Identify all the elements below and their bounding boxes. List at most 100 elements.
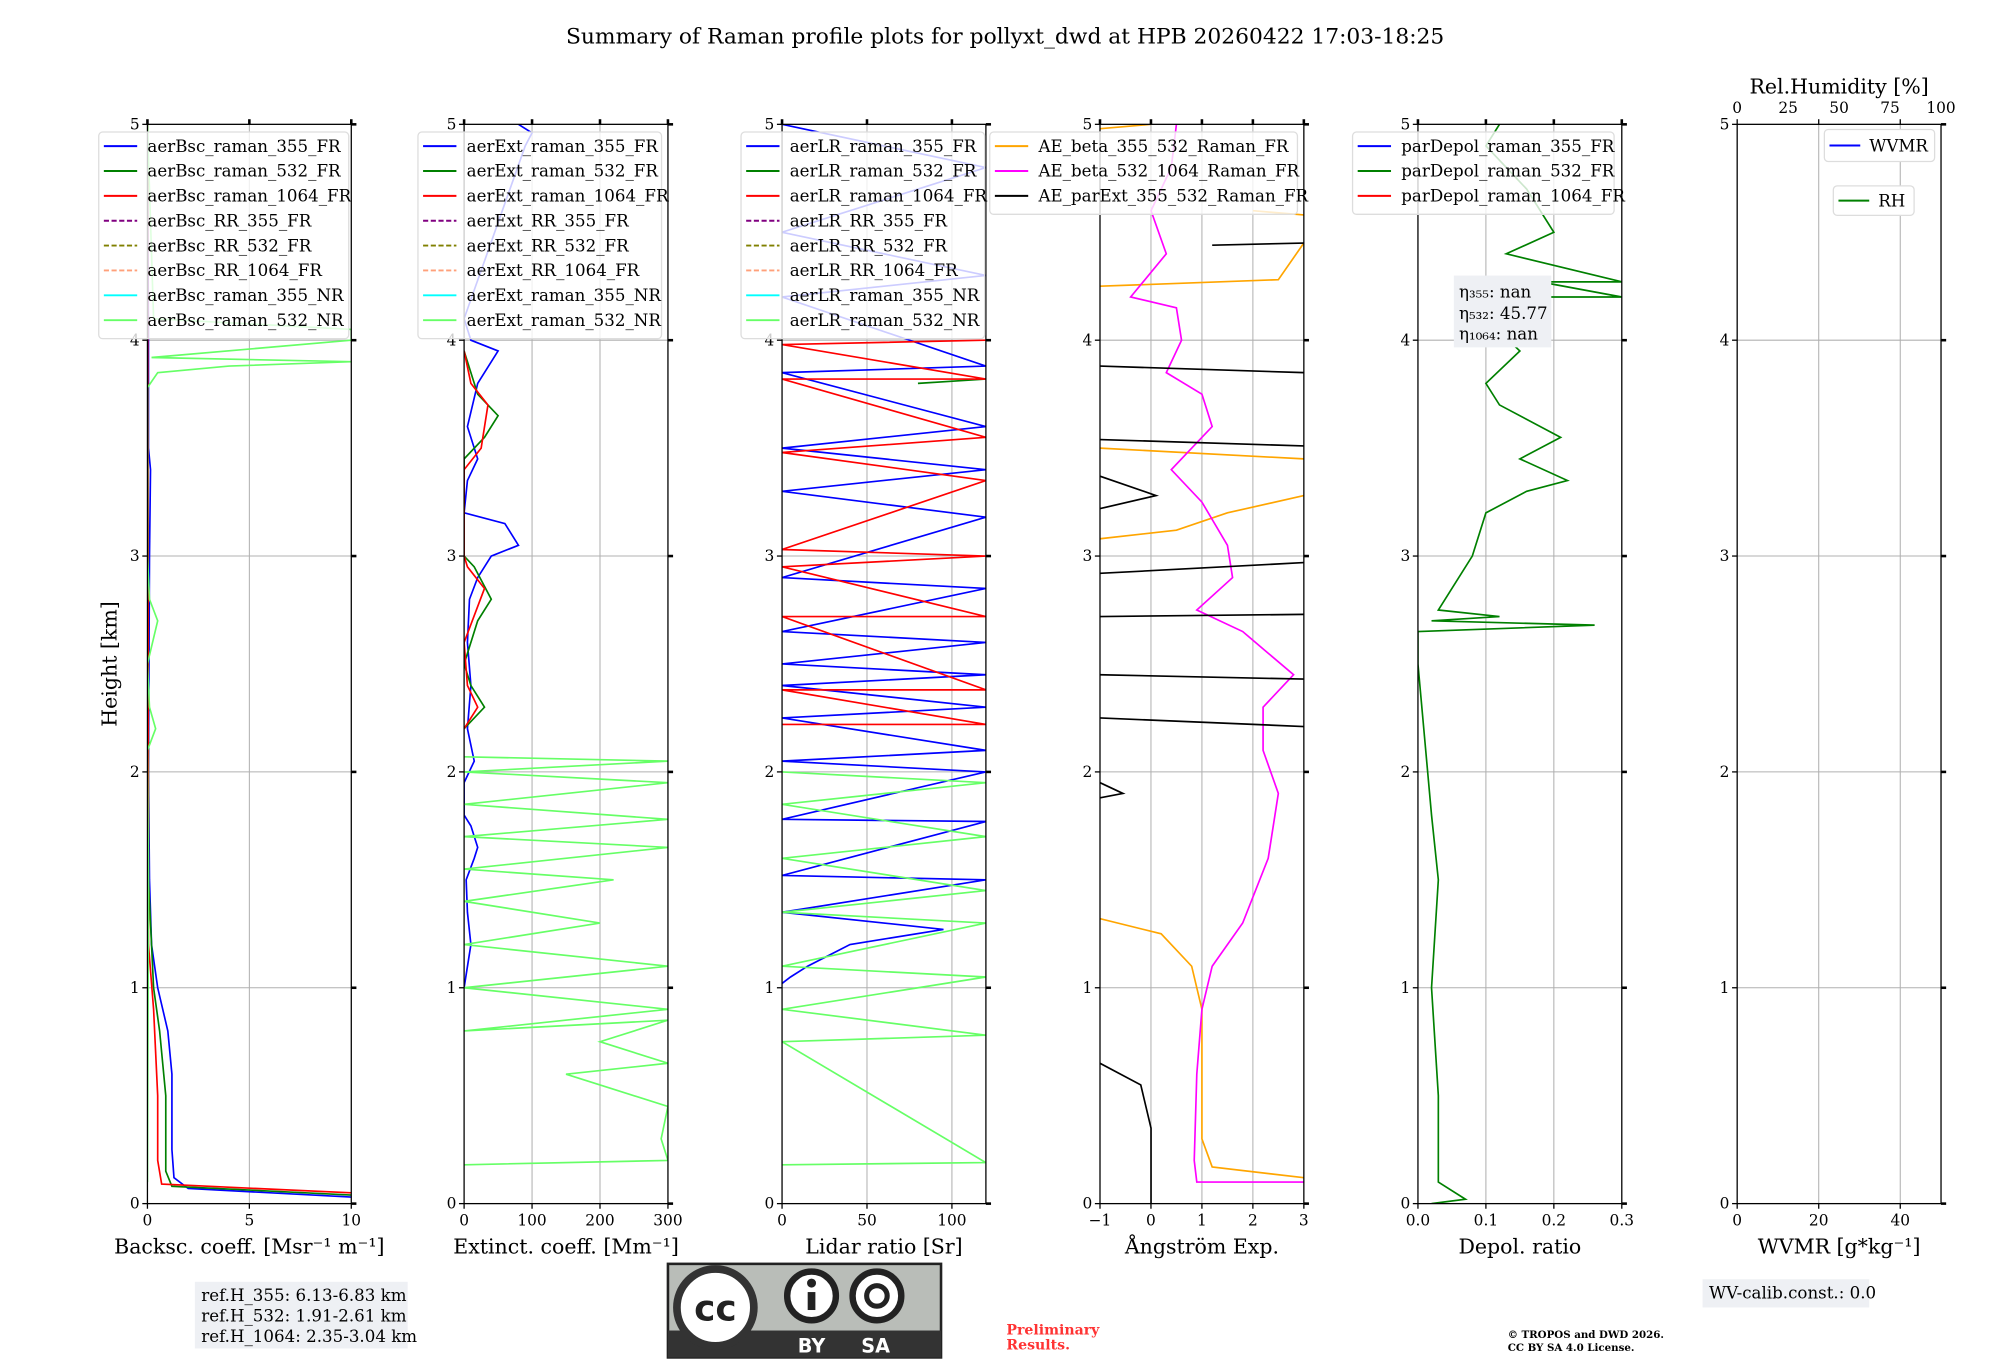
y-tick-label: 4 bbox=[1083, 331, 1093, 349]
legend-label: aerBsc_RR_532_FR bbox=[147, 236, 311, 255]
y-tick-label: 4 bbox=[1720, 331, 1730, 349]
series-line-AE_beta_355_532_Raman_FR bbox=[1100, 494, 1304, 540]
ref-height-532: ref.H_532: 1.91-2.61 km bbox=[201, 1307, 406, 1326]
y-tick-label: 4 bbox=[447, 331, 457, 349]
series-line-aerExt_raman_355_FR bbox=[464, 124, 534, 988]
legend-label: RH bbox=[1878, 191, 1905, 210]
x-axis-label: WVMR [g*kg⁻¹] bbox=[1758, 1235, 1921, 1259]
legend-frame bbox=[1351, 131, 1615, 215]
x-tick-label: 0 bbox=[143, 1211, 153, 1229]
legend-label: AE_parExt_355_532_Raman_FR bbox=[1037, 187, 1308, 206]
series-line-aerExt_raman_532_FR bbox=[464, 350, 500, 730]
x-tick-label: 0 bbox=[459, 1211, 469, 1229]
y-tick-label: 5 bbox=[765, 115, 775, 133]
series-line-AE_beta_532_1064_Raman_FR bbox=[1129, 124, 1304, 1183]
x-tick-label: 20 bbox=[1809, 1211, 1829, 1229]
axes-frame bbox=[1417, 123, 1623, 1205]
legend-label: aerExt_raman_1064_FR bbox=[467, 187, 669, 206]
series-line-AE_parExt_355_532_Raman_FR bbox=[1100, 475, 1160, 510]
cc-logo-text: cc bbox=[694, 1288, 737, 1329]
series-line-AE_beta_355_532_Raman_FR bbox=[1100, 242, 1304, 288]
legend-label: aerLR_RR_532_FR bbox=[790, 236, 948, 255]
legend: aerExt_raman_355_FR aerExt_raman_532_FRae… bbox=[417, 131, 669, 340]
legend-wvmr: WVMR bbox=[1823, 128, 1936, 163]
x-tick-label: 100 bbox=[517, 1211, 546, 1229]
y-tick-label: 4 bbox=[1400, 331, 1410, 349]
legend-label: AE_beta_355_532_Raman_FR bbox=[1037, 137, 1288, 156]
top-tick-label: 100 bbox=[1926, 99, 1955, 117]
legend-frame bbox=[740, 131, 986, 340]
ref-height-1064: ref.H_1064: 2.35-3.04 km bbox=[201, 1327, 417, 1346]
series-line-AE_parExt_355_532_Raman_FR bbox=[1100, 613, 1304, 618]
series-line-AE_parExt_355_532_Raman_FR bbox=[1100, 365, 1304, 374]
share-alike-icon bbox=[849, 1268, 905, 1324]
axes-frame bbox=[463, 123, 669, 1205]
series-line-parDepol_raman_532_FR bbox=[1417, 124, 1622, 1204]
lidar-constant-box: η₃₅₅: nan η₅₃₂: 45.77 η₁₀₆₄: nan bbox=[1453, 275, 1552, 348]
legend-label: aerBsc_raman_532_NR bbox=[147, 311, 344, 330]
license-text: CC BY SA 4.0 License. bbox=[1508, 1342, 1635, 1354]
legend-label: aerExt_RR_532_FR bbox=[467, 236, 629, 255]
x-tick-label: 5 bbox=[244, 1211, 254, 1229]
y-tick-label: 2 bbox=[447, 763, 457, 781]
eta-355: η₃₅₅: nan bbox=[1459, 282, 1532, 301]
y-tick-label: 0 bbox=[1400, 1195, 1410, 1213]
x-tick-label: 200 bbox=[585, 1211, 614, 1229]
wv-calibration-box: WV-calib.const.: 0.0 bbox=[1702, 1279, 1876, 1308]
legend-frame bbox=[1832, 185, 1915, 216]
x-tick-label: 300 bbox=[653, 1211, 682, 1229]
y-tick-label: 2 bbox=[1083, 763, 1093, 781]
legend-label: aerExt_raman_355_NR bbox=[467, 286, 662, 305]
x-axis-label: Ångström Exp. bbox=[1124, 1234, 1279, 1259]
y-tick-label: 5 bbox=[1400, 115, 1410, 133]
series-line-AE_beta_355_532_Raman_FR bbox=[1100, 124, 1152, 130]
y-tick-label: 1 bbox=[1720, 979, 1730, 997]
legend-label: aerLR_raman_355_NR bbox=[790, 286, 980, 305]
y-tick-label: 1 bbox=[130, 979, 140, 997]
series-line-aerLR_raman_1064_FR bbox=[782, 339, 986, 726]
y-tick-label: 0 bbox=[130, 1195, 140, 1213]
x-tick-label: 1 bbox=[1197, 1211, 1207, 1229]
x-tick-label: −1 bbox=[1089, 1211, 1112, 1229]
y-tick-label: 3 bbox=[130, 547, 140, 565]
top-axis-label: Rel.Humidity [%] bbox=[1749, 75, 1928, 99]
legend-label: aerLR_raman_355_FR bbox=[790, 137, 977, 156]
x-tick-label: 10 bbox=[341, 1211, 361, 1229]
x-tick-label: 2 bbox=[1248, 1211, 1258, 1229]
legend-frame bbox=[98, 131, 350, 340]
y-tick-label: 2 bbox=[1720, 763, 1730, 781]
x-axis-label: Depol. ratio bbox=[1458, 1235, 1581, 1259]
series-line-aerExt_raman_1064_FR bbox=[464, 350, 489, 730]
legend-label: parDepol_raman_355_FR bbox=[1401, 137, 1614, 156]
legend-rh: RH bbox=[1832, 185, 1915, 216]
series-line-AE_beta_355_532_Raman_FR bbox=[1100, 447, 1304, 460]
legend-label: WVMR bbox=[1869, 136, 1928, 155]
results-label: Results. bbox=[1006, 1338, 1070, 1354]
series-line-AE_parExt_355_532_Raman_FR bbox=[1100, 781, 1126, 799]
top-tick-label: 0 bbox=[1732, 99, 1742, 117]
legend-frame bbox=[1823, 128, 1936, 163]
y-tick-label: 2 bbox=[130, 763, 140, 781]
legend-label: aerBsc_raman_355_NR bbox=[147, 286, 344, 305]
x-tick-label: 0 bbox=[1146, 1211, 1156, 1229]
legend-frame bbox=[989, 131, 1299, 215]
reference-height-box: ref.H_355: 6.13-6.83 km ref.H_532: 1.91-… bbox=[194, 1281, 417, 1349]
top-tick-label: 75 bbox=[1880, 99, 1900, 117]
legend: aerLR_raman_355_FR aerLR_raman_532_FR aerL… bbox=[740, 131, 988, 340]
x-tick-label: 100 bbox=[937, 1211, 966, 1229]
legend: parDepol_raman_355_FR parDepol_raman_532_… bbox=[1351, 131, 1625, 215]
legend-label: aerLR_raman_1064_FR bbox=[790, 187, 988, 206]
y-tick-label: 5 bbox=[1083, 115, 1093, 133]
legend-label: aerLR_raman_532_NR bbox=[790, 311, 980, 330]
wv-calibration-constant: WV-calib.const.: 0.0 bbox=[1709, 1283, 1876, 1302]
legend-label: aerBsc_raman_355_FR bbox=[147, 137, 341, 156]
y-tick-label: 4 bbox=[130, 331, 140, 349]
y-tick-label: 3 bbox=[447, 547, 457, 565]
y-tick-label: 2 bbox=[1400, 763, 1410, 781]
x-tick-label: 50 bbox=[857, 1211, 877, 1229]
copyright-text: © TROPOS and DWD 2026. bbox=[1508, 1329, 1664, 1341]
